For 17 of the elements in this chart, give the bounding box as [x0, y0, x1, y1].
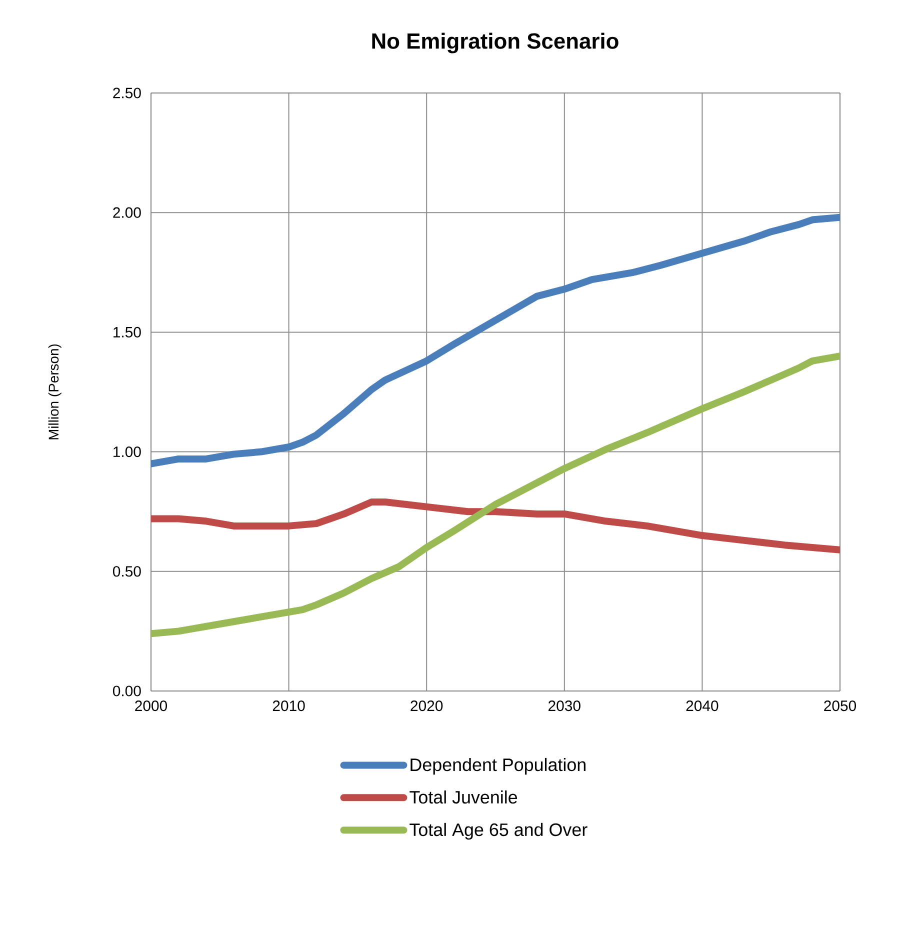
- x-tick-label: 2050: [824, 700, 856, 712]
- x-tick-label: 2010: [272, 700, 305, 712]
- legend-label: Total Age 65 and Over: [410, 822, 588, 840]
- x-tick-label: 2020: [410, 700, 443, 712]
- legend-label: Total Juvenile: [410, 790, 518, 804]
- x-tick-label: 2040: [686, 700, 718, 712]
- x-tick-label: 2030: [548, 700, 580, 712]
- legend-label: Dependent Population: [410, 758, 586, 775]
- x-tick-label: 2000: [135, 700, 168, 712]
- y-tick-label: 2.00: [113, 207, 141, 218]
- y-axis-title: Million (Person): [48, 344, 62, 440]
- y-tick-label: 2.50: [113, 88, 141, 98]
- y-tick-label: 1.50: [114, 326, 141, 338]
- y-tick-label: 1.00: [114, 446, 141, 458]
- chart-title: No Emigration Scenario: [372, 32, 618, 54]
- y-tick-label: 0.00: [112, 686, 141, 696]
- y-tick-label: 0.50: [112, 566, 141, 577]
